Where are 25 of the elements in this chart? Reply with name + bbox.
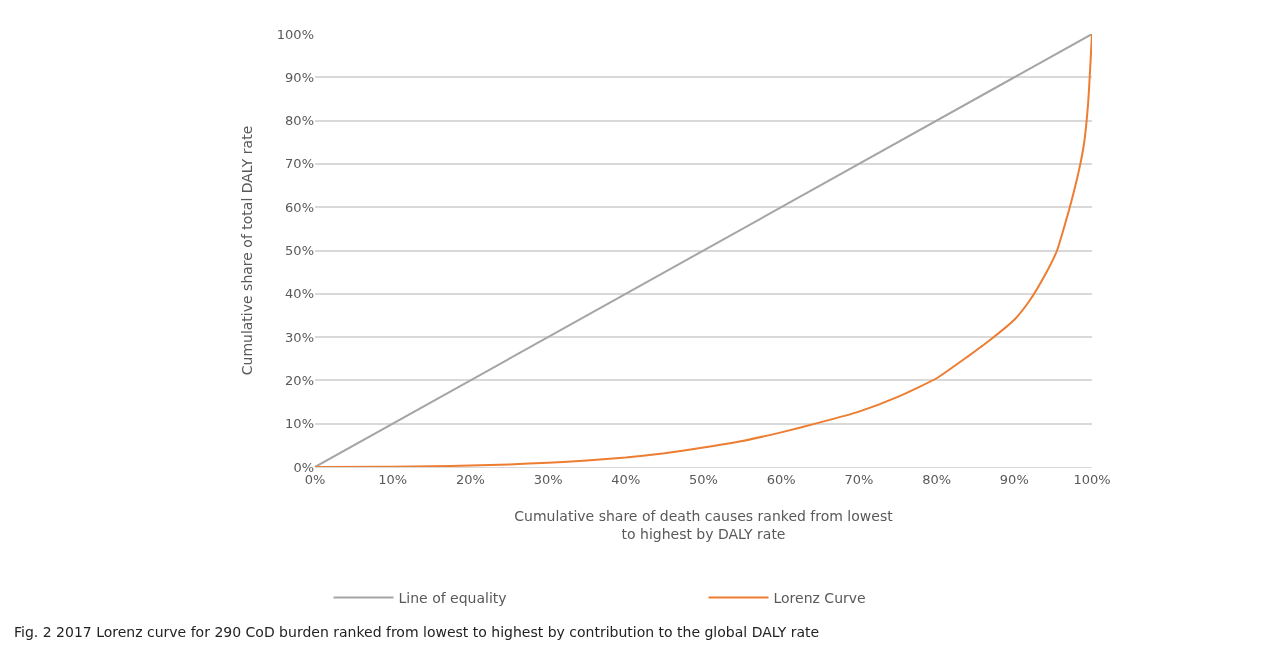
x-tick-label: 60%: [766, 471, 796, 487]
legend-label: Line of equality: [398, 589, 507, 606]
y-tick-label: 50%: [285, 243, 314, 259]
y-tick-label: 30%: [285, 329, 314, 345]
x-axis-title: Cumulative share of death causes ranked from lowest to highest by DALY rate: [514, 507, 894, 543]
x-tick-label: 20%: [455, 471, 485, 487]
x-tick-label: 100%: [1073, 471, 1111, 487]
y-tick-label: 100%: [276, 26, 314, 42]
y-tick-label: 60%: [285, 199, 314, 215]
x-tick-label: 90%: [999, 471, 1029, 487]
caption: Fig. 2 2017 Lorenz curve for 290 CoD burden ranked from lowest to highest by contribution to the global DALY rate: [14, 624, 820, 640]
x-tick-label: 70%: [844, 471, 874, 487]
x-tick-label: 10%: [378, 471, 408, 487]
x-tick-label: 40%: [611, 471, 641, 487]
y-tick-label: 90%: [285, 69, 314, 85]
y-tick-label: 10%: [285, 416, 314, 432]
y-tick-label: 20%: [285, 372, 314, 388]
y-tick-label: 40%: [285, 286, 314, 302]
y-tick-label: 70%: [285, 156, 314, 172]
legend-label: Lorenz Curve: [773, 589, 866, 606]
y-axis-title: Cumulative share of total DALY rate: [239, 125, 256, 376]
x-tick-label: 50%: [689, 471, 718, 487]
x-tick-label: 80%: [922, 471, 952, 487]
y-tick-label: 80%: [285, 113, 314, 129]
x-tick-label: 30%: [533, 471, 563, 487]
